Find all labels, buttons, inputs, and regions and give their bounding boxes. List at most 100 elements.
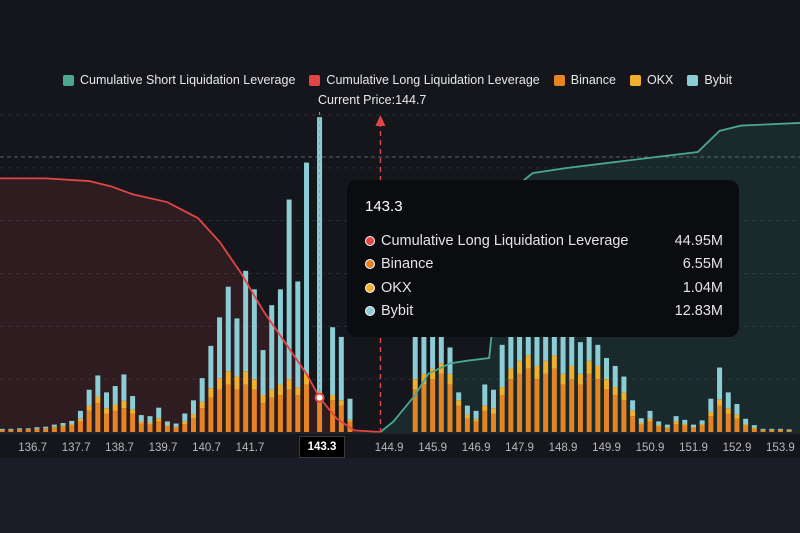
bar-segment-bybit [743, 418, 749, 425]
bar-segment-bybit [147, 416, 153, 423]
bar-segment-okx [551, 355, 557, 369]
bar-segment-bybit [725, 392, 731, 409]
bar-segment-bybit [112, 386, 118, 405]
bar-segment-bybit [630, 400, 636, 411]
legend-item-long[interactable]: Cumulative Long Liquidation Leverage [309, 73, 540, 87]
bar-segment-bybit [682, 419, 688, 425]
bar-segment-okx [673, 421, 679, 425]
bar-segment-binance [112, 410, 118, 432]
bar-segment-bybit [156, 407, 162, 419]
bar-segment-okx [130, 409, 136, 414]
bar-segment-bybit [777, 428, 783, 430]
x-crosshair-label: 143.3 [299, 436, 345, 458]
bar-segment-okx [508, 368, 514, 380]
bar-segment-binance [638, 424, 644, 432]
bar-segment-binance [199, 408, 205, 432]
bar-segment-binance [69, 425, 75, 432]
bar-segment-bybit [347, 398, 353, 420]
bar-segment-bybit [34, 427, 40, 429]
bar-segment-okx [8, 429, 14, 431]
legend-swatch-long-icon [309, 74, 321, 86]
tooltip-dot-icon [365, 259, 375, 270]
bar-segment-okx [499, 387, 505, 396]
x-tick-label: 140.7 [192, 442, 221, 454]
bar-segment-bybit [412, 326, 418, 380]
bar-segment-bybit [560, 336, 566, 374]
bar-segment-bybit [190, 400, 196, 415]
bar-segment-binance [699, 425, 705, 432]
bar-segment-okx [0, 429, 5, 431]
bar-segment-bybit [508, 326, 514, 369]
bar-segment-bybit [525, 328, 531, 356]
bar-segment-binance [656, 426, 662, 432]
bar-segment-okx [786, 430, 792, 431]
bar-segment-bybit [464, 405, 470, 415]
bar-segment-binance [630, 416, 636, 432]
bar-segment-okx [330, 395, 336, 401]
bar-segment-bybit [534, 334, 540, 366]
bar-segment-okx [77, 418, 83, 422]
bar-segment-binance [286, 389, 292, 432]
current-price-label: Current Price:144.7 [318, 93, 427, 107]
bar-segment-bybit [647, 410, 653, 419]
bar-segment-binance [330, 400, 336, 432]
bar-segment-binance [156, 421, 162, 432]
bar-segment-okx [490, 408, 496, 414]
bar-segment-binance [208, 397, 214, 432]
bar-segment-binance [412, 389, 418, 432]
bar-segment-binance [499, 395, 505, 432]
bar-segment-okx [630, 410, 636, 417]
bar-segment-bybit [199, 378, 205, 402]
bar-segment-bybit [786, 429, 792, 431]
bar-segment-bybit [17, 428, 23, 430]
bar-segment-okx [34, 428, 40, 430]
bar-segment-binance [760, 430, 766, 432]
bar-segment-okx [243, 371, 249, 385]
bar-segment-okx [656, 425, 662, 427]
bar-segment-binance [717, 405, 723, 432]
bar-segment-binance [734, 418, 740, 432]
bar-segment-bybit [586, 334, 592, 361]
bar-segment-binance [130, 413, 136, 432]
bar-segment-bybit [60, 423, 66, 426]
x-tick-label: 146.9 [462, 442, 491, 454]
legend-item-binance[interactable]: Binance [553, 73, 616, 87]
x-tick-label: 147.9 [505, 442, 534, 454]
bar-segment-okx [760, 429, 766, 431]
bar-segment-okx [147, 422, 153, 425]
bar-segment-binance [777, 430, 783, 432]
bar-segment-binance [438, 373, 444, 432]
bar-segment-okx [577, 373, 583, 385]
legend-item-bybit[interactable]: Bybit [687, 73, 732, 87]
x-tick-label: 148.9 [549, 442, 578, 454]
bar-segment-bybit [130, 396, 136, 410]
bar-segment-okx [699, 424, 705, 426]
tooltip-row-value: 44.95M [674, 232, 723, 249]
bar-segment-bybit [438, 331, 444, 364]
x-tick-label: 145.9 [418, 442, 447, 454]
bar-segment-okx [621, 392, 627, 401]
bar-segment-okx [456, 400, 462, 406]
legend-item-short[interactable]: Cumulative Short Liquidation Leverage [63, 73, 295, 87]
bar-segment-okx [17, 429, 23, 430]
bar-segment-bybit [717, 367, 723, 400]
bar-segment-binance [164, 426, 170, 432]
bar-segment-bybit [421, 326, 427, 374]
bar-segment-bybit [638, 418, 644, 423]
bar-segment-okx [421, 373, 427, 385]
bar-segment-okx [43, 428, 49, 429]
bar-segment-binance [104, 413, 110, 432]
hover-tooltip: 143.3 Cumulative Long Liquidation Levera… [347, 180, 739, 337]
bar-segment-okx [295, 387, 301, 396]
bar-segment-binance [251, 389, 257, 432]
bar-segment-bybit [473, 410, 479, 419]
bar-segment-binance [51, 427, 57, 432]
x-tick-label: 144.9 [375, 442, 404, 454]
bar-segment-bybit [456, 392, 462, 401]
legend-item-okx[interactable]: OKX [629, 73, 673, 87]
bar-segment-binance [147, 424, 153, 432]
bar-segment-binance [725, 413, 731, 432]
bar-segment-okx [473, 418, 479, 422]
bar-segment-okx [517, 360, 523, 374]
